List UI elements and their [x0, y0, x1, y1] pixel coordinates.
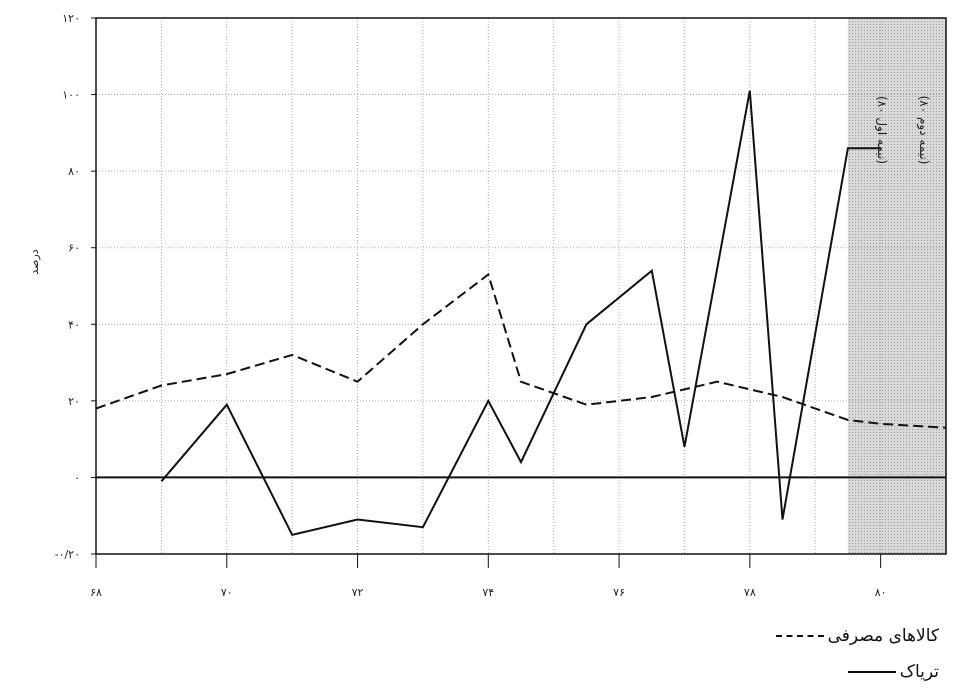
y-axis-label: درصد: [28, 249, 41, 274]
y-tick-label: ۱۰۰: [62, 89, 80, 102]
y-tick-label: ۱۲۰: [62, 12, 80, 25]
x-tick-label: ۸۰: [875, 586, 887, 599]
x-tick-label: ۷۶: [613, 586, 625, 599]
dashed-line-swatch: [775, 635, 824, 637]
y-tick-label: ۶۰: [68, 242, 80, 255]
shaded-region-annotation: (نیمه اول ۸۰): [874, 96, 889, 164]
x-tick-label: ۷۰: [221, 586, 233, 599]
y-tick-label: ۴۰: [68, 318, 80, 331]
y-tick-label: ۰: [74, 471, 80, 484]
x-tick-label: ۷۴: [482, 586, 494, 599]
series-line-2: [160, 90, 881, 537]
x-tick-label: ۷۸: [744, 586, 756, 599]
y-tick-label: ۸۰: [68, 165, 80, 178]
legend-label-consumer-goods: کالاهای مصرفی: [827, 626, 939, 646]
y-tick-label: ۲۰: [68, 395, 80, 408]
legend-item-consumer-goods: کالاهای مصرفی: [775, 626, 939, 646]
series-line-1: [95, 272, 947, 429]
plot-frame: [95, 17, 947, 555]
x-tick-label: ۶۸: [90, 586, 102, 599]
y-tick-label: -۰/۲۰: [55, 548, 80, 561]
legend-item-opium: تریاک: [847, 662, 939, 682]
legend-label-opium: تریاک: [899, 662, 939, 682]
solid-line-swatch: [847, 671, 896, 673]
shaded-region-annotation: (نیمه دوم ۸۰): [916, 96, 931, 165]
shaded-region: [847, 18, 946, 554]
x-tick-label: ۷۲: [352, 586, 364, 599]
